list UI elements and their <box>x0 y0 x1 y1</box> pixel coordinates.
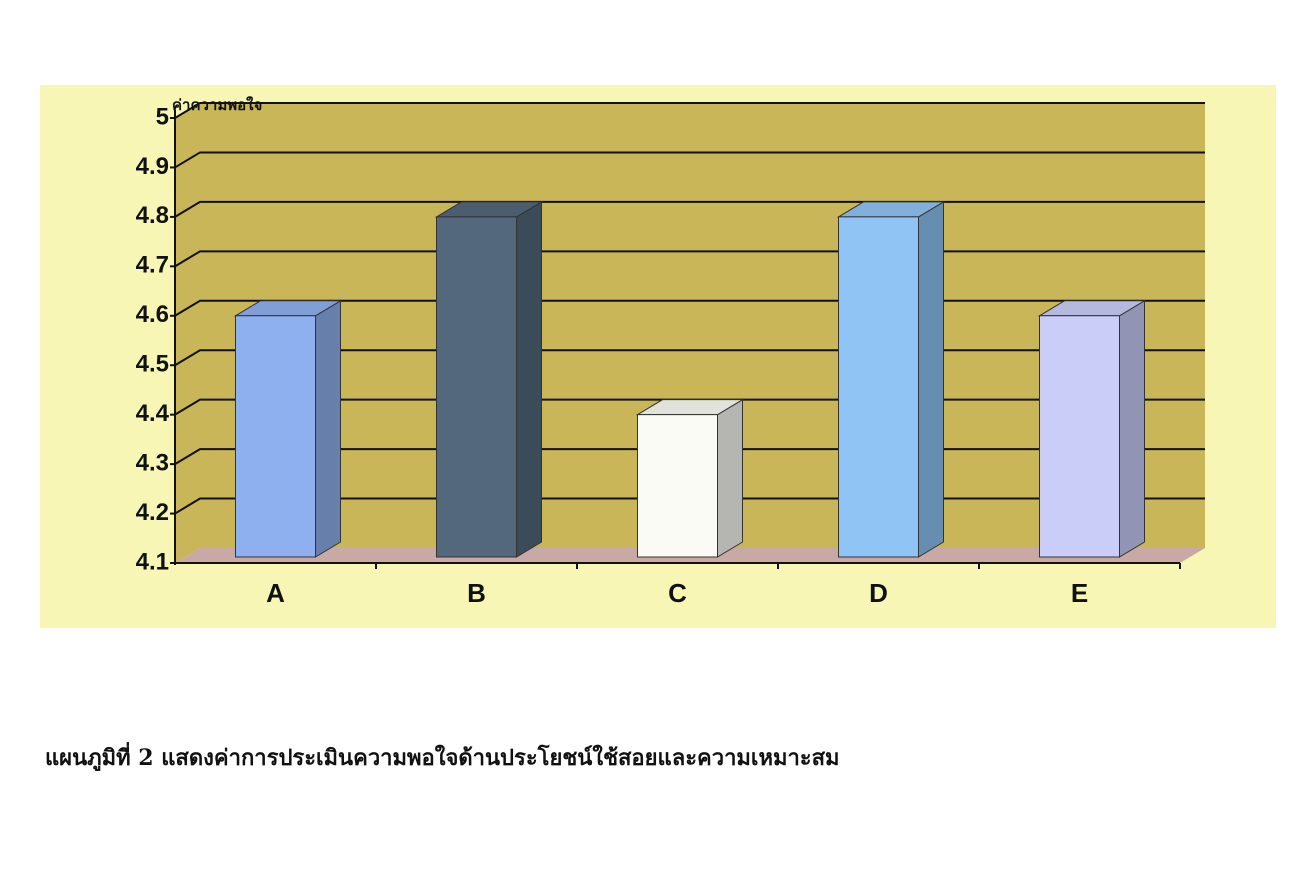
bar-side <box>315 299 341 558</box>
y-tick-label: 5 <box>156 103 169 130</box>
x-tick-label: D <box>869 578 888 608</box>
bar-side <box>1119 299 1145 558</box>
y-tick-label: 4.9 <box>136 153 169 180</box>
back-wall <box>175 103 1205 563</box>
bar-front <box>436 216 517 558</box>
x-tick-label: C <box>668 578 687 608</box>
y-tick-label: 4.1 <box>136 548 169 575</box>
y-tick-label: 4.7 <box>136 252 169 279</box>
y-tick-label: 4.8 <box>136 202 169 229</box>
y-tick-label: 4.3 <box>136 449 169 476</box>
bar <box>434 201 544 558</box>
bar-front <box>838 216 919 558</box>
bar <box>836 201 946 558</box>
bar-side <box>918 201 944 558</box>
bar-front <box>1039 315 1120 558</box>
bar-front <box>637 414 718 558</box>
bar-side <box>717 398 743 558</box>
grid-line <box>174 102 1205 119</box>
bar <box>1037 299 1147 558</box>
y-tick-label: 4.4 <box>136 400 170 427</box>
bar <box>233 299 343 558</box>
caption: แผนภูมิที่ 2 แสดงค่าการประเมินความพอใจด้… <box>45 741 840 772</box>
bar-front <box>235 315 316 558</box>
y-tick-label: 4.5 <box>136 351 169 378</box>
y-axis-label: ค่าความพอใจ <box>172 96 262 114</box>
x-tick-label: B <box>467 578 486 608</box>
bar <box>635 398 745 558</box>
grid-line <box>174 151 1205 169</box>
bar-side <box>516 201 542 558</box>
x-tick-label: A <box>266 578 285 608</box>
y-tick-label: 4.6 <box>136 301 169 328</box>
y-tick-label: 4.2 <box>136 499 169 526</box>
x-tick-label: E <box>1071 578 1088 608</box>
